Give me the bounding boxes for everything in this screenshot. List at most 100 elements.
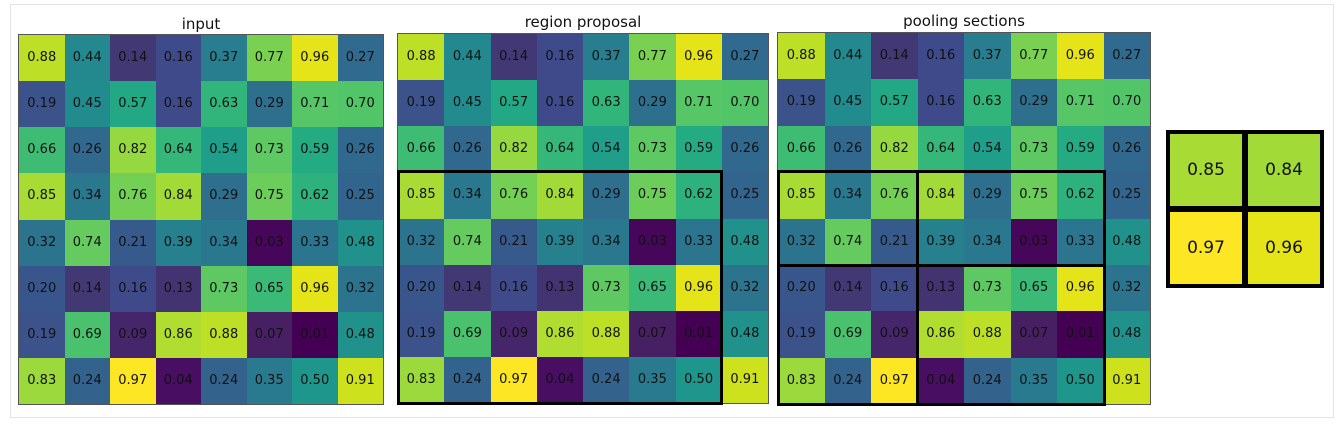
pooled-output-cell: 0.84 — [1248, 134, 1320, 206]
pooling-sections-cell: 0.16 — [917, 79, 964, 126]
pooling-sections-cell: 0.27 — [1103, 33, 1150, 80]
input-cell: 0.88 — [201, 311, 247, 358]
region-proposal-cell: 0.84 — [536, 172, 583, 219]
pooling-sections-cell: 0.32 — [778, 218, 825, 265]
region-proposal-cell: 0.16 — [536, 34, 583, 81]
region-proposal-cell: 0.70 — [721, 80, 768, 127]
pooling-sections-cell: 0.29 — [964, 172, 1011, 219]
pooling-sections-cell: 0.32 — [1103, 264, 1150, 312]
region-proposal-cell: 0.33 — [675, 218, 722, 265]
pooled-output-grid: 0.85 0.84 0.97 0.96 — [1166, 130, 1324, 288]
input-cell: 0.54 — [201, 127, 247, 174]
input-cell: 0.83 — [19, 357, 65, 404]
pooling-sections-cell: 0.96 — [1057, 33, 1104, 80]
input-cell: 0.85 — [19, 173, 65, 220]
region-proposal-cell: 0.88 — [583, 310, 630, 357]
input-cell: 0.97 — [110, 357, 156, 404]
input-cell: 0.32 — [19, 219, 65, 266]
pooling-sections-cell: 0.66 — [778, 125, 825, 173]
region-proposal-cell: 0.86 — [536, 310, 583, 357]
input-cell: 0.24 — [64, 357, 110, 404]
input-cell: 0.65 — [246, 265, 292, 312]
region-proposal-cell: 0.96 — [675, 34, 722, 81]
pooling-sections-cell: 0.73 — [964, 264, 1011, 312]
region-proposal-cell: 0.27 — [721, 34, 768, 81]
pooling-sections-cell: 0.63 — [964, 79, 1011, 126]
pooling-sections-cell: 0.21 — [871, 218, 918, 265]
pooling-sections-cell: 0.14 — [824, 264, 871, 312]
input-cell: 0.71 — [292, 81, 338, 128]
pooling-sections-cell: 0.71 — [1057, 79, 1104, 126]
pooling-sections-cell: 0.44 — [824, 33, 871, 80]
region-proposal-cell: 0.96 — [675, 264, 722, 311]
input-cell: 0.20 — [19, 265, 65, 312]
region-proposal-cell: 0.21 — [490, 218, 537, 265]
pooling-sections-cell: 0.33 — [1057, 218, 1104, 265]
pooling-sections-cell: 0.73 — [1010, 125, 1057, 173]
input-cell: 0.29 — [246, 81, 292, 128]
input-cell: 0.59 — [292, 127, 338, 174]
input-cell: 0.96 — [292, 35, 338, 82]
region-proposal-cell: 0.69 — [444, 310, 491, 357]
region-proposal-cell: 0.29 — [629, 80, 676, 127]
panel-title-input: input — [181, 15, 221, 33]
input-cell: 0.84 — [155, 173, 201, 220]
input-cell: 0.82 — [110, 127, 156, 174]
pooling-sections-cell: 0.54 — [964, 125, 1011, 173]
input-cell: 0.37 — [201, 35, 247, 82]
input-cell: 0.26 — [64, 127, 110, 174]
input-cell: 0.77 — [246, 35, 292, 82]
input-cell: 0.74 — [64, 219, 110, 266]
region-proposal-cell: 0.64 — [536, 126, 583, 173]
input-cell: 0.39 — [155, 219, 201, 266]
pooling-sections-cell: 0.77 — [1010, 33, 1057, 80]
pooling-sections-cell: 0.34 — [824, 172, 871, 219]
pooling-sections-cell: 0.74 — [824, 218, 871, 265]
input-cell: 0.13 — [155, 265, 201, 312]
input-cell: 0.21 — [110, 219, 156, 266]
input-cell: 0.32 — [337, 265, 383, 312]
pooling-sections-cell: 0.85 — [778, 172, 825, 219]
input-cell: 0.25 — [337, 173, 383, 220]
pooling-sections-cell: 0.26 — [1103, 125, 1150, 173]
region-proposal-cell: 0.74 — [444, 218, 491, 265]
region-proposal-cell: 0.26 — [721, 126, 768, 173]
input-cell: 0.76 — [110, 173, 156, 220]
pooling-sections-cell: 0.16 — [917, 33, 964, 80]
pooling-sections-cell: 0.07 — [1010, 311, 1057, 358]
pooling-sections-cell: 0.35 — [1010, 357, 1057, 404]
pooling-sections-cell: 0.83 — [778, 357, 825, 404]
input-cell: 0.34 — [64, 173, 110, 220]
region-proposal-cell: 0.35 — [629, 356, 676, 403]
input-cell: 0.91 — [337, 357, 383, 404]
region-proposal-cell: 0.19 — [398, 310, 445, 357]
input-cell: 0.88 — [19, 35, 65, 82]
region-proposal-cell: 0.32 — [398, 218, 445, 265]
input-cell: 0.45 — [64, 81, 110, 128]
region-proposal-cell: 0.16 — [490, 264, 537, 311]
region-proposal-cell: 0.19 — [398, 80, 445, 127]
pooling-sections-cell: 0.01 — [1057, 311, 1104, 358]
input-cell: 0.70 — [337, 81, 383, 128]
pooling-sections-cell: 0.13 — [917, 264, 964, 312]
input-cell: 0.16 — [110, 265, 156, 312]
pooling-sections-cell: 0.16 — [871, 264, 918, 312]
region-proposal-cell: 0.48 — [721, 218, 768, 265]
region-proposal-cell: 0.91 — [721, 356, 768, 403]
pooled-output-cell: 0.97 — [1170, 212, 1242, 284]
input-cell: 0.33 — [292, 219, 338, 266]
region-proposal-cell: 0.37 — [583, 34, 630, 81]
pooling-sections-cell: 0.91 — [1103, 357, 1150, 404]
region-proposal-cell: 0.88 — [398, 34, 445, 81]
input-cell: 0.66 — [19, 127, 65, 174]
region-proposal-cell: 0.82 — [490, 126, 537, 173]
input-cell: 0.96 — [292, 265, 338, 312]
region-proposal-cell: 0.71 — [675, 80, 722, 127]
panel-title-region-proposal: region proposal — [524, 13, 642, 31]
region-proposal-cell: 0.75 — [629, 172, 676, 219]
pooling-sections-cell: 0.86 — [917, 311, 964, 358]
input-cell: 0.64 — [155, 127, 201, 174]
region-proposal-cell: 0.73 — [629, 126, 676, 173]
region-proposal-cell: 0.97 — [490, 356, 537, 403]
pooling-sections-cell: 0.82 — [871, 125, 918, 173]
